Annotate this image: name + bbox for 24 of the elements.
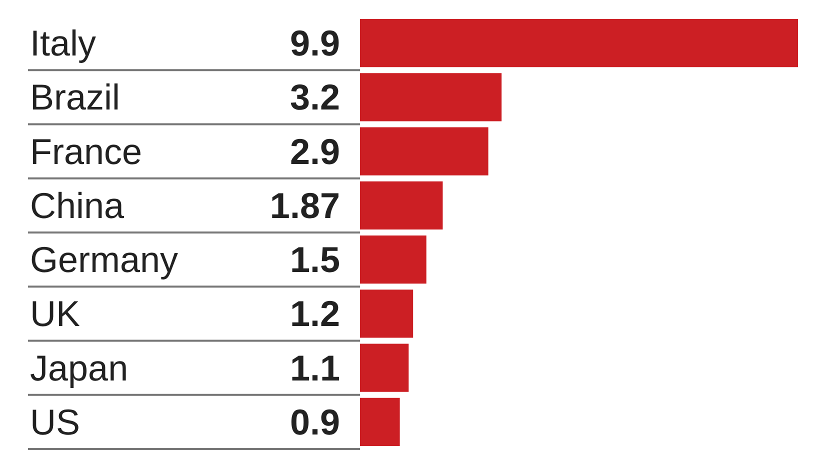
data-label: 1.5 (290, 239, 340, 280)
bar (360, 344, 409, 392)
data-label: 1.1 (290, 347, 340, 388)
bar (360, 398, 400, 446)
data-label: 1.87 (270, 184, 340, 226)
data-label: 3.2 (290, 76, 340, 118)
bar (360, 73, 502, 122)
data-label: 0.9 (290, 401, 340, 442)
data-label: 1.2 (290, 293, 340, 334)
y-tick-label: Japan (30, 347, 128, 388)
bar (360, 236, 426, 284)
y-tick-label: US (30, 401, 80, 442)
y-tick-label: China (30, 184, 126, 226)
data-label: 2.9 (290, 130, 340, 172)
bar (360, 19, 798, 68)
y-tick-label: Brazil (30, 76, 120, 118)
data-label: 9.9 (290, 22, 340, 64)
y-tick-label: Germany (30, 239, 178, 280)
y-tick-label: France (30, 130, 142, 172)
bar (360, 290, 414, 338)
y-tick-label: UK (30, 293, 80, 334)
bar (360, 127, 488, 176)
bar (360, 181, 443, 230)
y-tick-label: Italy (30, 22, 96, 64)
